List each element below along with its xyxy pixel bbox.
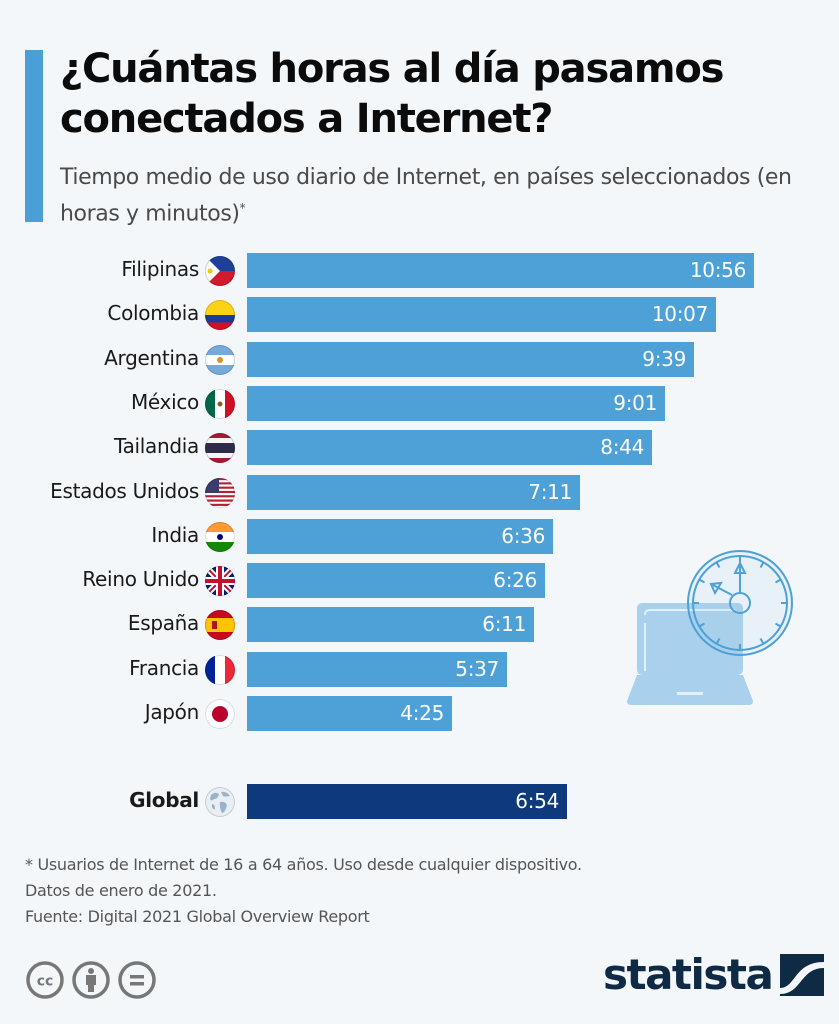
flag-usa-icon	[205, 477, 235, 508]
clock-tick	[775, 622, 782, 628]
data-label: 10:07	[651, 302, 708, 326]
bar: 9:39	[247, 342, 694, 377]
chart-subtitle: Tiempo medio de uso diario de Internet, …	[60, 162, 830, 229]
source-text: Fuente: Digital 2021 Global Overview Rep…	[25, 907, 370, 926]
data-label: 6:26	[493, 568, 537, 592]
laptop-clock-illustration	[627, 550, 793, 705]
clock-tick	[775, 578, 782, 584]
svg-text:cc: cc	[37, 974, 54, 990]
cc-icon[interactable]: cc	[25, 960, 65, 1000]
category-label: Estados Unidos	[50, 479, 199, 503]
bar: 6:36	[247, 519, 553, 554]
bar: 4:25	[247, 696, 452, 731]
title-accent-bar	[25, 50, 43, 222]
data-label: 10:56	[689, 258, 746, 282]
category-label: España	[127, 611, 199, 635]
flag-uk-icon	[205, 565, 235, 596]
chart-title: ¿Cuántas horas al día pasamos conectados…	[60, 46, 724, 142]
subtitle-text: Tiempo medio de uso diario de Internet, …	[60, 165, 792, 227]
category-label: Reino Unido	[82, 567, 199, 591]
bar: 9:01	[247, 386, 665, 421]
category-label: Global	[129, 788, 199, 812]
brand-name: statista	[603, 950, 774, 999]
globe-icon	[205, 786, 235, 817]
flag-colombia-icon	[205, 299, 235, 330]
data-label: 4:25	[400, 701, 444, 725]
bar: 7:11	[247, 475, 580, 510]
flag-france-icon	[205, 654, 235, 685]
data-label: 7:11	[528, 480, 572, 504]
category-label: Filipinas	[121, 257, 199, 281]
clock-tick	[698, 622, 705, 628]
data-label: 6:54	[515, 789, 559, 813]
bar: 8:44	[247, 430, 652, 465]
clock-tick	[759, 561, 765, 568]
category-label: Tailandia	[113, 434, 199, 458]
flag-japan-icon	[205, 698, 235, 729]
flag-philippines-icon	[205, 255, 235, 286]
footnote-note-line2: Datos de enero de 2021.	[25, 881, 217, 900]
data-label: 8:44	[600, 435, 644, 459]
attribution-icon[interactable]	[71, 960, 111, 1000]
flag-argentina-icon	[205, 344, 235, 375]
subtitle-footnote-marker: *	[239, 201, 246, 215]
bar: 6:11	[247, 607, 534, 642]
global-bar: 6:54	[247, 784, 567, 819]
footnote-note-line1: * Usuarios de Internet de 16 a 64 años. …	[25, 855, 582, 874]
data-label: 6:36	[501, 524, 545, 548]
bar: 10:56	[247, 253, 754, 288]
clock-icon	[687, 550, 793, 656]
license-icons[interactable]: cc	[25, 960, 157, 1000]
data-label: 9:01	[613, 391, 657, 415]
laptop-icon	[627, 603, 753, 705]
clock-tick	[715, 561, 721, 568]
footnote: * Usuarios de Internet de 16 a 64 años. …	[25, 852, 582, 930]
clock-tick	[698, 578, 705, 584]
flag-mexico-icon	[205, 388, 235, 419]
category-label: Japón	[144, 700, 200, 724]
bar: 10:07	[247, 297, 716, 332]
flag-india-icon	[205, 521, 235, 552]
no-derivatives-icon[interactable]	[117, 960, 157, 1000]
category-label: Argentina	[104, 346, 199, 370]
category-label: México	[130, 390, 199, 414]
flag-spain-icon	[205, 609, 235, 640]
statista-logo[interactable]: statista	[603, 950, 825, 999]
category-label: India	[151, 523, 199, 547]
data-label: 9:39	[642, 347, 686, 371]
clock-tick	[759, 638, 765, 645]
bar: 6:26	[247, 563, 545, 598]
data-label: 6:11	[482, 612, 526, 636]
flag-thailand-icon	[205, 432, 235, 463]
statista-mark-icon	[780, 953, 825, 996]
bar: 5:37	[247, 652, 507, 687]
bar-chart: Filipinas 10:56 Colombia 10:07 Argentina 9:39…	[50, 253, 754, 819]
category-label: Colombia	[107, 301, 199, 325]
category-label: Francia	[129, 656, 199, 680]
data-label: 5:37	[455, 657, 499, 681]
clock-tick	[715, 638, 721, 645]
